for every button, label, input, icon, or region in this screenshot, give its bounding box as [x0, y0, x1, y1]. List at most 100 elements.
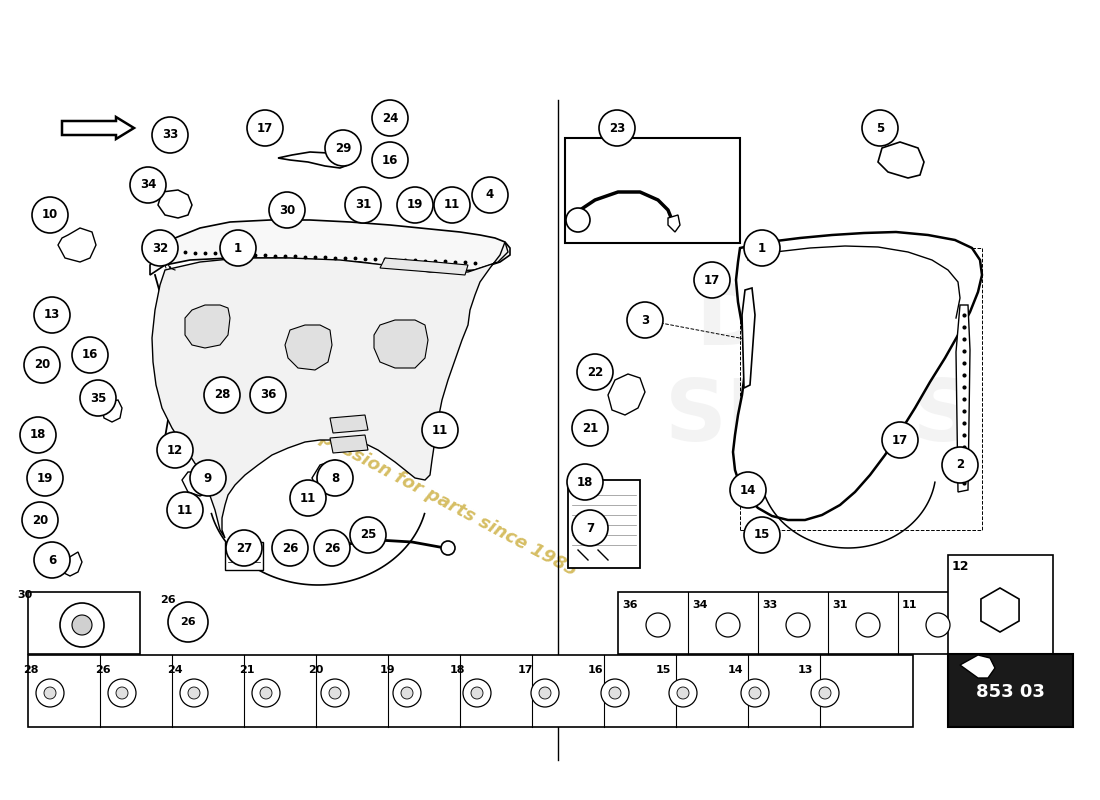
- Circle shape: [321, 679, 349, 707]
- Text: 18: 18: [450, 665, 465, 675]
- Circle shape: [786, 613, 810, 637]
- Text: 14: 14: [728, 665, 744, 675]
- Circle shape: [116, 687, 128, 699]
- Text: 31: 31: [355, 198, 371, 211]
- Circle shape: [324, 130, 361, 166]
- Text: 3: 3: [641, 314, 649, 326]
- Circle shape: [250, 377, 286, 413]
- Text: 15: 15: [656, 665, 671, 675]
- FancyBboxPatch shape: [568, 480, 640, 568]
- Circle shape: [345, 187, 381, 223]
- FancyBboxPatch shape: [565, 138, 740, 243]
- Text: 11: 11: [444, 198, 460, 211]
- Circle shape: [471, 687, 483, 699]
- Text: 32: 32: [152, 242, 168, 254]
- Text: 34: 34: [692, 600, 707, 610]
- Circle shape: [260, 687, 272, 699]
- Text: 6: 6: [48, 554, 56, 566]
- Text: 19: 19: [36, 471, 53, 485]
- Circle shape: [676, 687, 689, 699]
- Circle shape: [60, 603, 104, 647]
- Circle shape: [811, 679, 839, 707]
- Text: 11: 11: [432, 423, 448, 437]
- Circle shape: [820, 687, 830, 699]
- Circle shape: [72, 337, 108, 373]
- Text: 1: 1: [758, 242, 766, 254]
- Circle shape: [80, 380, 116, 416]
- Text: 35: 35: [90, 391, 107, 405]
- Text: 16: 16: [588, 665, 604, 675]
- Circle shape: [190, 460, 226, 496]
- Text: a passion for parts since 1985: a passion for parts since 1985: [300, 420, 580, 580]
- Polygon shape: [956, 305, 970, 492]
- Circle shape: [434, 187, 470, 223]
- Circle shape: [749, 687, 761, 699]
- Text: 31: 31: [832, 600, 847, 610]
- Text: 19: 19: [379, 665, 396, 675]
- Text: DINO
SPECS: DINO SPECS: [664, 281, 976, 459]
- Circle shape: [926, 613, 950, 637]
- Circle shape: [882, 422, 918, 458]
- Text: 11: 11: [177, 503, 194, 517]
- Circle shape: [566, 208, 590, 232]
- Text: 13: 13: [44, 309, 60, 322]
- Text: 13: 13: [798, 665, 813, 675]
- Text: 24: 24: [167, 665, 183, 675]
- Circle shape: [22, 502, 58, 538]
- Polygon shape: [960, 655, 996, 678]
- Text: 30: 30: [16, 590, 32, 600]
- Text: 26: 26: [160, 595, 176, 605]
- Circle shape: [34, 542, 70, 578]
- Circle shape: [669, 679, 697, 707]
- Circle shape: [862, 110, 898, 146]
- Polygon shape: [60, 552, 82, 576]
- Text: 36: 36: [621, 600, 638, 610]
- Polygon shape: [330, 415, 369, 433]
- FancyBboxPatch shape: [226, 542, 263, 570]
- Circle shape: [272, 530, 308, 566]
- Polygon shape: [878, 142, 924, 178]
- Text: 23: 23: [609, 122, 625, 134]
- Circle shape: [402, 687, 412, 699]
- Text: 26: 26: [95, 665, 111, 675]
- Circle shape: [336, 542, 345, 552]
- Circle shape: [393, 679, 421, 707]
- Circle shape: [314, 530, 350, 566]
- Text: 34: 34: [140, 178, 156, 191]
- Circle shape: [290, 480, 326, 516]
- Text: 5: 5: [876, 122, 884, 134]
- Circle shape: [744, 517, 780, 553]
- Text: 10: 10: [42, 209, 58, 222]
- Circle shape: [72, 615, 92, 635]
- Text: 26: 26: [180, 617, 196, 627]
- Text: 18: 18: [30, 429, 46, 442]
- Text: 26: 26: [282, 542, 298, 554]
- FancyBboxPatch shape: [28, 655, 913, 727]
- Text: 15: 15: [754, 529, 770, 542]
- Text: 12: 12: [952, 560, 969, 573]
- Circle shape: [34, 297, 70, 333]
- Circle shape: [441, 541, 455, 555]
- Text: 14: 14: [740, 483, 756, 497]
- Polygon shape: [285, 325, 332, 370]
- Polygon shape: [152, 242, 508, 538]
- Circle shape: [130, 167, 166, 203]
- Text: 20: 20: [34, 358, 51, 371]
- FancyBboxPatch shape: [28, 592, 140, 654]
- Polygon shape: [150, 220, 510, 275]
- FancyArrow shape: [62, 117, 134, 139]
- Text: 11: 11: [300, 491, 316, 505]
- Text: 24: 24: [382, 111, 398, 125]
- Circle shape: [397, 187, 433, 223]
- Circle shape: [167, 492, 204, 528]
- Polygon shape: [102, 400, 122, 422]
- Text: 29: 29: [334, 142, 351, 154]
- Circle shape: [220, 230, 256, 266]
- Circle shape: [350, 517, 386, 553]
- Text: 21: 21: [582, 422, 598, 434]
- Circle shape: [539, 687, 551, 699]
- FancyBboxPatch shape: [948, 555, 1053, 654]
- Text: 21: 21: [239, 665, 254, 675]
- Circle shape: [531, 679, 559, 707]
- Circle shape: [422, 412, 458, 448]
